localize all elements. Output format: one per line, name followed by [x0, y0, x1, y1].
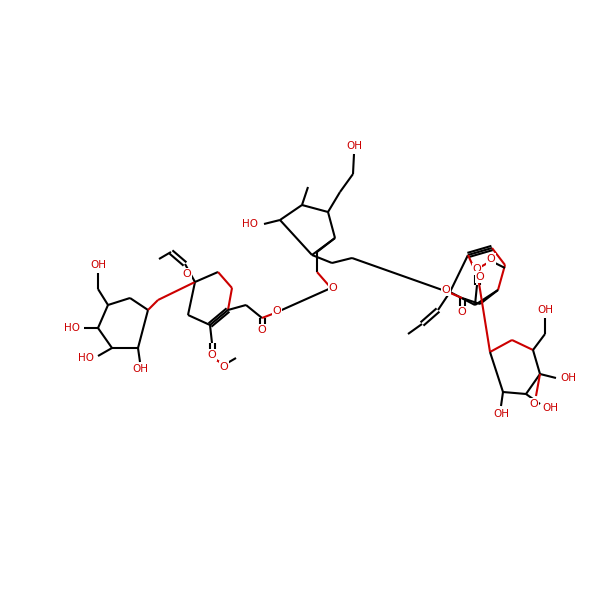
Text: OH: OH	[537, 305, 553, 315]
Text: OH: OH	[542, 403, 558, 413]
Text: HO: HO	[78, 353, 94, 363]
Text: O: O	[208, 350, 217, 360]
Text: O: O	[473, 264, 481, 274]
Text: O: O	[530, 399, 538, 409]
Text: O: O	[220, 362, 229, 372]
Text: O: O	[329, 283, 337, 293]
Text: OH: OH	[346, 141, 362, 151]
Text: O: O	[458, 307, 466, 317]
Text: O: O	[442, 285, 451, 295]
Text: O: O	[487, 254, 496, 264]
Text: O: O	[257, 325, 266, 335]
Text: O: O	[182, 269, 191, 279]
Text: OH: OH	[132, 364, 148, 374]
Text: OH: OH	[493, 409, 509, 419]
Text: HO: HO	[64, 323, 80, 333]
Text: OH: OH	[560, 373, 576, 383]
Text: O: O	[272, 306, 281, 316]
Text: HO: HO	[242, 219, 258, 229]
Text: OH: OH	[90, 260, 106, 270]
Text: O: O	[476, 272, 484, 282]
